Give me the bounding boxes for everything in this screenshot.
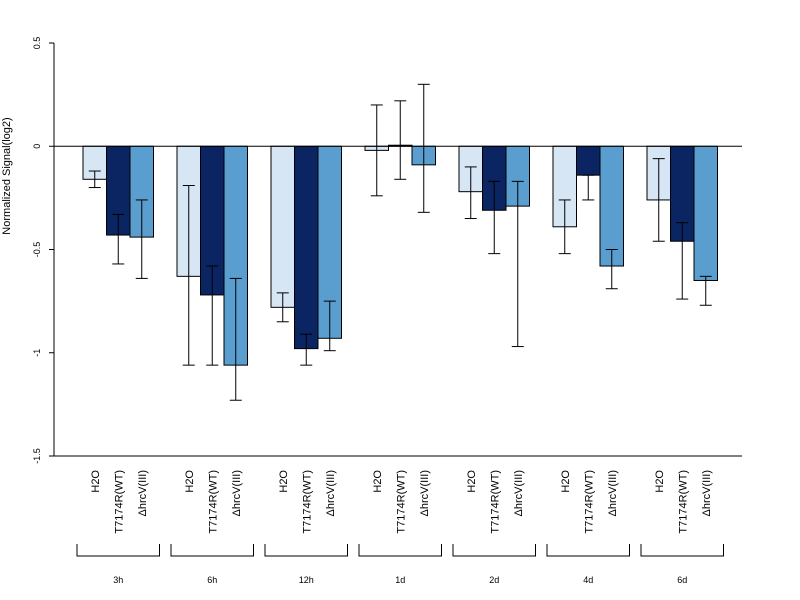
bar	[294, 145, 319, 350]
x-series-label: T7174R(WT)	[207, 470, 219, 534]
group-label: 1d	[395, 575, 405, 585]
bars	[82, 144, 718, 366]
bar	[576, 145, 601, 176]
y-axis: 0.5 0 -0.5 -1 -1.5	[32, 37, 55, 464]
y-tick-label: 0.5	[32, 37, 42, 50]
group-label: 12h	[299, 575, 314, 585]
group-bracket	[546, 544, 630, 557]
group-bracket	[76, 544, 160, 557]
x-series-label: ΔhrcV(III)	[701, 470, 713, 516]
x-series-label: H2O	[654, 470, 666, 493]
error-bars	[88, 83, 712, 401]
group-bracket	[452, 544, 536, 557]
x-series-label: H2O	[560, 470, 572, 493]
x-series-label: H2O	[372, 470, 384, 493]
y-tick-label: 0	[32, 144, 42, 149]
bar	[270, 145, 295, 308]
x-series-label: T7174R(WT)	[395, 470, 407, 534]
group-label: 6d	[677, 575, 687, 585]
x-series-label: ΔhrcV(III)	[325, 470, 337, 516]
y-axis-label: Normalized Signal(log2)	[1, 117, 13, 234]
x-series-label: T7174R(WT)	[489, 470, 501, 534]
y-tick-label: -1.5	[32, 448, 42, 464]
x-series-label: H2O	[466, 470, 478, 493]
group-label: 6h	[207, 575, 217, 585]
group-label: 3h	[113, 575, 123, 585]
x-series-label: H2O	[184, 470, 196, 493]
x-series-label: T7174R(WT)	[301, 470, 313, 534]
group-bracket	[170, 544, 254, 557]
x-series-label: T7174R(WT)	[583, 470, 595, 534]
group-label: 2d	[489, 575, 499, 585]
group-bracket	[358, 544, 442, 557]
x-series-label: H2O	[278, 470, 290, 493]
x-series-label: H2O	[90, 470, 102, 493]
x-series-label: ΔhrcV(III)	[513, 470, 525, 516]
y-tick-label: -1	[32, 349, 42, 357]
x-series-label: T7174R(WT)	[113, 470, 125, 534]
x-series-label: ΔhrcV(III)	[137, 470, 149, 516]
x-labels: H2O T7174R(WT) ΔhrcV(III) H2O T7174R(WT) Δhrc…	[90, 470, 713, 534]
group-label: 4d	[583, 575, 593, 585]
y-tick-label: -0.5	[32, 242, 42, 258]
x-series-label: T7174R(WT)	[677, 470, 689, 534]
group-bracket	[640, 544, 724, 557]
bar	[599, 145, 624, 267]
x-series-label: ΔhrcV(III)	[607, 470, 619, 516]
bar	[693, 145, 718, 281]
x-series-label: ΔhrcV(III)	[231, 470, 243, 516]
group-brackets: 3h 6h 12h 1d 2d 4d 6d	[76, 544, 724, 585]
x-series-label: ΔhrcV(III)	[419, 470, 431, 516]
group-bracket	[264, 544, 348, 557]
